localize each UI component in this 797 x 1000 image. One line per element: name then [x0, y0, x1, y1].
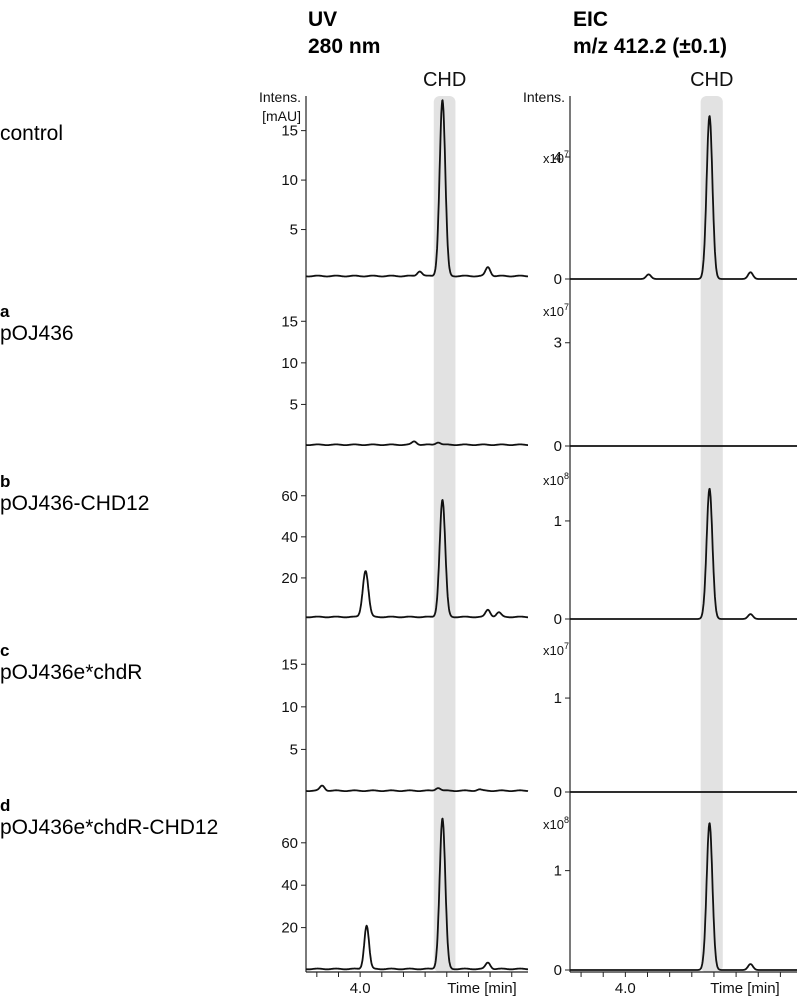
uv-y-tick-label: 20 — [281, 920, 298, 937]
uv-header-line2: 280 nm — [308, 35, 381, 58]
row-label-d: d pOJ436e*chdR-CHD12 — [0, 796, 218, 841]
row-name: pOJ436 — [0, 322, 74, 345]
eic-y-multiplier-exponent: 7 — [564, 641, 569, 651]
uv-y-tick-label: 60 — [281, 488, 298, 505]
eic-y-tick-label: 0 — [554, 784, 562, 801]
uv-y-label-line1: Intens. — [259, 89, 301, 105]
eic-y-tick-label: 4 — [554, 149, 562, 166]
uv-column-header: UV 280 nm — [308, 6, 380, 60]
eic-trace-b — [569, 487, 797, 620]
uv-header-line1: UV — [308, 8, 338, 31]
row-tag: a — [0, 302, 10, 321]
eic-y-multiplier-exponent: 8 — [564, 815, 569, 825]
eic-column-header: EIC m/z 412.2 (±0.1) — [573, 6, 727, 60]
row-tag: b — [0, 472, 11, 491]
row-name: control — [0, 122, 64, 145]
uv-y-tick-label: 10 — [281, 699, 298, 716]
uv-trace-c — [305, 784, 529, 792]
eic-header-line1: EIC — [573, 8, 609, 31]
eic-chd-label: CHD — [690, 69, 733, 91]
eic-header-line2: m/z 412.2 (±0.1) — [573, 35, 727, 58]
uv-y-tick-label: 15 — [281, 123, 298, 140]
eic-y-multiplier: x108 — [543, 471, 569, 488]
uv-y-tick-label: 60 — [281, 835, 298, 852]
axes — [301, 96, 797, 977]
uv-y-tick-label: 5 — [290, 396, 298, 413]
uv-y-tick-label: 15 — [281, 656, 298, 673]
uv-y-tick-label: 15 — [281, 313, 298, 330]
uv-trace-control — [305, 99, 529, 278]
eic-y-multiplier-exponent: 8 — [564, 471, 569, 481]
row-name: pOJ436e*chdR-CHD12 — [0, 816, 219, 839]
uv-y-label-line2: [mAU] — [262, 108, 301, 124]
row-label-c: c pOJ436e*chdR — [0, 641, 142, 686]
row-label-a: a pOJ436 — [0, 302, 74, 347]
eic-y-tick-label: 3 — [554, 335, 562, 352]
row-name: pOJ436-CHD12 — [0, 492, 150, 515]
uv-trace-a — [305, 440, 529, 447]
uv-y-tick-label: 40 — [281, 877, 298, 894]
chd-highlight-bands — [433, 96, 723, 972]
eic-trace-control — [569, 115, 797, 280]
uv-y-tick-label: 10 — [281, 355, 298, 372]
uv-trace-d — [305, 817, 529, 971]
eic-y-label-line1: Intens. — [523, 89, 565, 105]
eic-y-multiplier: x107 — [543, 149, 569, 166]
row-label-control: control — [0, 102, 63, 147]
eic-y-tick-label: 1 — [554, 513, 562, 530]
eic-y-multiplier: x107 — [543, 302, 569, 319]
eic-y-tick-label: 0 — [554, 962, 562, 979]
traces — [305, 99, 797, 971]
uv-y-tick-label: 10 — [281, 172, 298, 189]
uv-x-tick-label: 4.0 — [350, 980, 371, 997]
uv-chd-label: CHD — [423, 69, 466, 91]
eic-y-tick-label: 0 — [554, 271, 562, 288]
row-tag: d — [0, 796, 11, 815]
row-tag: c — [0, 641, 10, 660]
uv-y-tick-label: 5 — [290, 222, 298, 239]
eic-y-multiplier: x108 — [543, 815, 569, 832]
eic-y-tick-label: 1 — [554, 690, 562, 707]
eic-y-tick-label: 1 — [554, 863, 562, 880]
row-label-b: b pOJ436-CHD12 — [0, 472, 149, 517]
eic-y-multiplier-exponent: 7 — [564, 302, 569, 312]
uv-x-axis-label: Time [min] — [447, 980, 516, 997]
uv-y-tick-label: 20 — [281, 570, 298, 587]
uv-y-tick-label: 5 — [290, 741, 298, 758]
eic-y-tick-label: 0 — [554, 611, 562, 628]
eic-y-multiplier: x107 — [543, 641, 569, 658]
uv-trace-b — [305, 499, 529, 619]
row-name: pOJ436e*chdR — [0, 661, 143, 684]
uv-y-tick-label: 40 — [281, 529, 298, 546]
eic-trace-d — [569, 822, 797, 971]
eic-x-tick-label: 4.0 — [615, 980, 636, 997]
eic-y-tick-label: 0 — [554, 438, 562, 455]
eic-x-axis-label: Time [min] — [710, 980, 779, 997]
eic-y-multiplier-exponent: 7 — [564, 149, 569, 159]
